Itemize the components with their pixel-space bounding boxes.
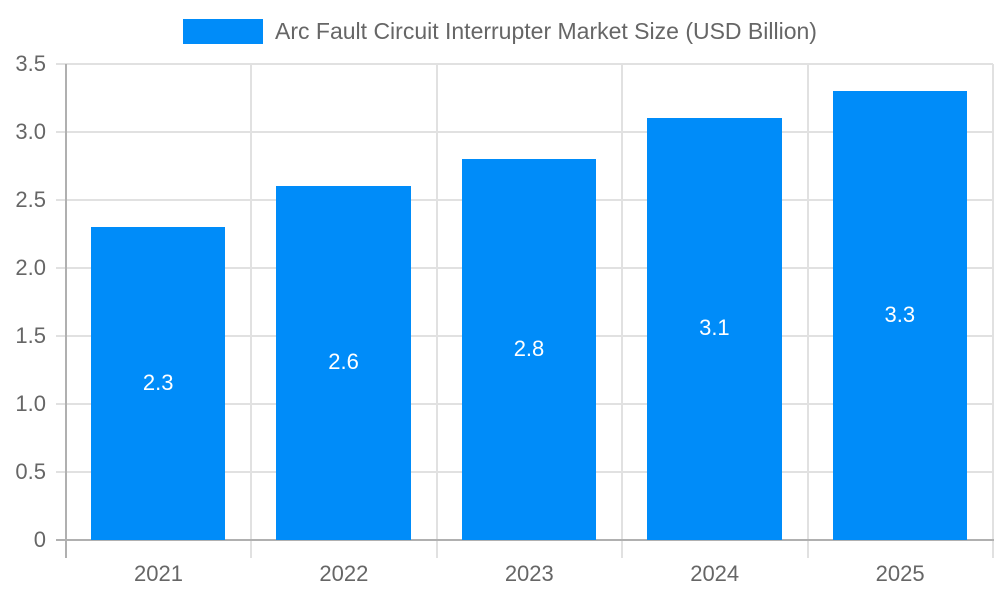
y-tick-label: 3.5 [15,51,46,76]
gridline-vertical [807,64,809,558]
y-tick-label: 0.5 [15,459,46,484]
gridline-vertical [992,64,994,558]
bar-value-label: 2.3 [142,369,174,395]
gridline-vertical [436,64,438,558]
bar-value-label: 3.3 [884,301,916,327]
chart-legend: Arc Fault Circuit Interrupter Market Siz… [0,18,1000,45]
legend-label[interactable]: Arc Fault Circuit Interrupter Market Siz… [275,18,817,44]
y-axis [65,64,67,558]
x-tick-label: 2021 [134,561,183,586]
bar-2021[interactable]: 2.3 [91,227,226,540]
bar-2022[interactable]: 2.6 [276,186,411,540]
bar-value-label: 3.1 [699,315,730,341]
bar-value-label: 2.8 [513,335,545,361]
x-tick-label: 2023 [504,561,554,586]
legend-swatch[interactable] [183,19,264,44]
gridline-vertical [621,64,623,558]
x-axis [56,539,994,541]
y-tick-label: 2.0 [15,255,46,280]
bar-2023[interactable]: 2.8 [461,159,597,540]
y-tick-label: 2.5 [15,187,46,212]
gridline-horizontal [56,131,993,133]
y-tick-label: 0 [33,527,46,552]
bar-2025[interactable]: 3.3 [832,91,967,540]
bar-value-label: 2.6 [328,349,359,375]
y-tick-label: 1.0 [15,391,46,416]
x-tick-label: 2025 [875,561,925,586]
y-tick-label: 1.5 [15,323,46,348]
bar-2024[interactable]: 3.1 [647,118,782,540]
gridline-horizontal [56,63,993,65]
x-tick-label: 2024 [690,561,740,586]
gridline-vertical [250,64,252,558]
x-tick-label: 2022 [319,561,369,586]
y-tick-label: 3.0 [15,119,46,144]
